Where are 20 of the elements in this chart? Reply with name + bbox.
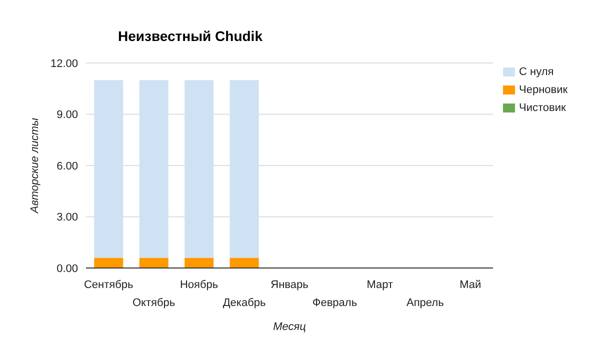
x-tick-label: Декабрь [222, 297, 266, 309]
y-axis-title: Авторские листы [28, 118, 41, 214]
y-tick-label: 3.00 [56, 212, 78, 224]
chart-title: Неизвестный Chudik [118, 28, 262, 44]
y-tick-label: 6.00 [56, 160, 78, 172]
x-tick-label: Октябрь [132, 297, 176, 309]
legend-label: С нуля [519, 66, 554, 78]
y-tick-label: 12.00 [50, 58, 78, 70]
x-tick-label: Сентябрь [84, 279, 134, 291]
y-tick-label: 9.00 [56, 109, 78, 122]
legend-label: Черновик [519, 84, 568, 96]
y-tick-label: 0.00 [56, 262, 78, 275]
x-tick-label: Май [460, 279, 482, 291]
x-tick-label: Январь [270, 279, 309, 291]
x-axis-title: Месяц [273, 321, 306, 333]
legend-label: Чистовик [519, 102, 566, 114]
x-tick-label: Март [366, 279, 394, 291]
x-tick-label: Ноябрь [180, 279, 218, 291]
x-tick-label: Апрель [406, 297, 444, 309]
x-tick-label: Февраль [312, 297, 358, 309]
